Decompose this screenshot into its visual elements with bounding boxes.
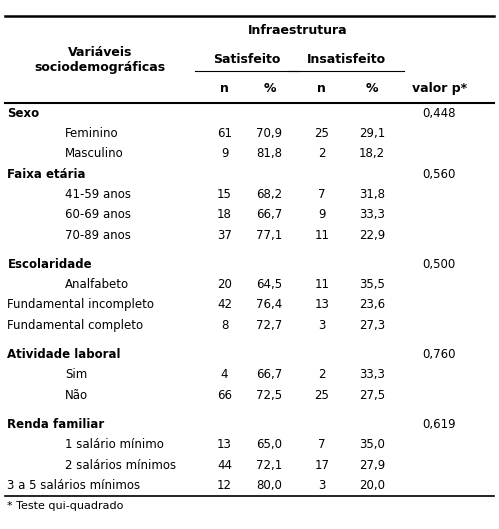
Text: * Teste qui-quadrado: * Teste qui-quadrado (7, 501, 124, 510)
Text: 29,1: 29,1 (359, 127, 385, 140)
Text: 9: 9 (318, 208, 326, 221)
Text: valor p*: valor p* (412, 82, 467, 95)
Text: 0,560: 0,560 (423, 168, 456, 180)
Text: 2 salários mínimos: 2 salários mínimos (65, 459, 176, 472)
Text: 25: 25 (314, 127, 329, 140)
Text: 77,1: 77,1 (256, 229, 282, 242)
Text: 13: 13 (314, 298, 329, 312)
Text: 11: 11 (314, 278, 329, 291)
Text: n: n (220, 82, 229, 95)
Text: Variáveis
sociodemográficas: Variáveis sociodemográficas (34, 45, 165, 74)
Text: Fundamental incompleto: Fundamental incompleto (7, 298, 155, 312)
Text: 35,0: 35,0 (359, 439, 385, 451)
Text: 66,7: 66,7 (256, 208, 282, 221)
Text: 25: 25 (314, 389, 329, 402)
Text: Não: Não (65, 389, 88, 402)
Text: Insatisfeito: Insatisfeito (307, 53, 386, 66)
Text: 9: 9 (221, 148, 229, 160)
Text: 27,5: 27,5 (359, 389, 385, 402)
Text: 27,9: 27,9 (359, 459, 385, 472)
Text: 2: 2 (318, 148, 326, 160)
Text: 42: 42 (217, 298, 232, 312)
Text: Fundamental completo: Fundamental completo (7, 319, 144, 332)
Text: 20: 20 (217, 278, 232, 291)
Text: 3: 3 (318, 479, 325, 492)
Text: 60-69 anos: 60-69 anos (65, 208, 131, 221)
Text: 7: 7 (318, 439, 326, 451)
Text: 70,9: 70,9 (256, 127, 282, 140)
Text: 8: 8 (221, 319, 228, 332)
Text: 64,5: 64,5 (256, 278, 282, 291)
Text: 72,7: 72,7 (256, 319, 282, 332)
Text: 22,9: 22,9 (359, 229, 385, 242)
Text: 12: 12 (217, 479, 232, 492)
Text: %: % (365, 82, 378, 95)
Text: 33,3: 33,3 (359, 369, 385, 381)
Text: 15: 15 (217, 188, 232, 201)
Text: 61: 61 (217, 127, 232, 140)
Text: 80,0: 80,0 (256, 479, 282, 492)
Text: 41-59 anos: 41-59 anos (65, 188, 131, 201)
Text: 68,2: 68,2 (256, 188, 282, 201)
Text: 31,8: 31,8 (359, 188, 385, 201)
Text: 20,0: 20,0 (359, 479, 385, 492)
Text: 65,0: 65,0 (256, 439, 282, 451)
Text: 66: 66 (217, 389, 232, 402)
Text: Infraestrutura: Infraestrutura (249, 24, 348, 37)
Text: Feminino: Feminino (65, 127, 118, 140)
Text: 18,2: 18,2 (359, 148, 385, 160)
Text: 1 salário mínimo: 1 salário mínimo (65, 439, 164, 451)
Text: 76,4: 76,4 (256, 298, 282, 312)
Text: 0,760: 0,760 (422, 348, 456, 361)
Text: 23,6: 23,6 (359, 298, 385, 312)
Text: Atividade laboral: Atividade laboral (7, 348, 121, 361)
Text: 11: 11 (314, 229, 329, 242)
Text: 2: 2 (318, 369, 326, 381)
Text: 3 a 5 salários mínimos: 3 a 5 salários mínimos (7, 479, 141, 492)
Text: 37: 37 (217, 229, 232, 242)
Text: Masculino: Masculino (65, 148, 124, 160)
Text: Renda familiar: Renda familiar (7, 418, 105, 431)
Text: 81,8: 81,8 (256, 148, 282, 160)
Text: Analfabeto: Analfabeto (65, 278, 129, 291)
Text: Satisfeito: Satisfeito (213, 53, 281, 66)
Text: n: n (317, 82, 326, 95)
Text: 3: 3 (318, 319, 325, 332)
Text: 72,5: 72,5 (256, 389, 282, 402)
Text: 33,3: 33,3 (359, 208, 385, 221)
Text: Faixa etária: Faixa etária (7, 168, 86, 180)
Text: Escolaridade: Escolaridade (7, 258, 92, 271)
Text: 66,7: 66,7 (256, 369, 282, 381)
Text: 18: 18 (217, 208, 232, 221)
Text: 44: 44 (217, 459, 232, 472)
Text: 4: 4 (221, 369, 229, 381)
Text: 72,1: 72,1 (256, 459, 282, 472)
Text: 0,448: 0,448 (422, 107, 456, 120)
Text: 7: 7 (318, 188, 326, 201)
Text: %: % (263, 82, 276, 95)
Text: 0,619: 0,619 (422, 418, 456, 431)
Text: 70-89 anos: 70-89 anos (65, 229, 131, 242)
Text: 17: 17 (314, 459, 329, 472)
Text: Sim: Sim (65, 369, 87, 381)
Text: 13: 13 (217, 439, 232, 451)
Text: 27,3: 27,3 (359, 319, 385, 332)
Text: Sexo: Sexo (7, 107, 39, 120)
Text: 35,5: 35,5 (359, 278, 385, 291)
Text: 0,500: 0,500 (423, 258, 456, 271)
